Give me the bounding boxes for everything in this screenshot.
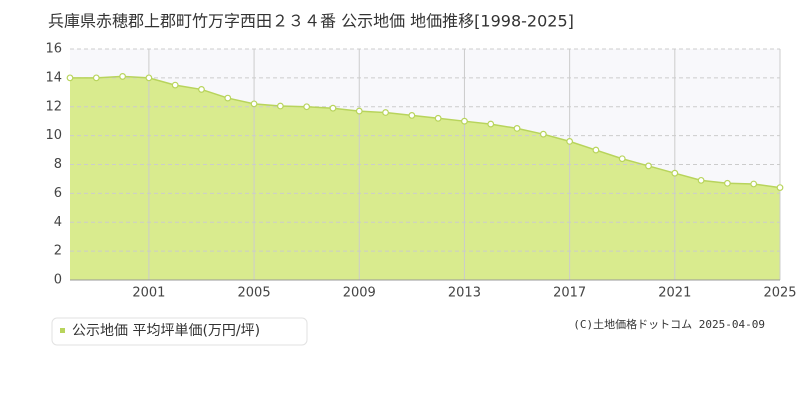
y-tick-label: 10: [45, 128, 62, 143]
point: [382, 109, 389, 116]
x-tick-label: 2013: [448, 286, 481, 301]
point: [750, 180, 758, 188]
point: [250, 100, 258, 108]
point: [276, 102, 284, 110]
point: [776, 184, 784, 192]
point: [329, 104, 337, 112]
x-tick-label: 2025: [763, 286, 796, 301]
point: [566, 137, 574, 145]
point: [145, 74, 153, 82]
y-tick-label: 8: [54, 157, 62, 172]
point: [618, 155, 626, 163]
x-tick-label: 2009: [343, 286, 376, 301]
point: [487, 120, 495, 128]
point: [355, 107, 363, 115]
legend-marker: [60, 328, 65, 333]
point: [66, 74, 74, 82]
x-tick-label: 2017: [553, 286, 586, 301]
point: [171, 81, 179, 89]
point: [724, 179, 731, 187]
line: [70, 75, 781, 189]
x-tick-label: 2005: [238, 286, 271, 301]
point: [671, 169, 679, 177]
x-tick-label: 2021: [658, 286, 691, 301]
point: [224, 94, 232, 102]
y-tick-label: 16: [45, 42, 62, 57]
point: [434, 114, 442, 122]
area: [70, 76, 780, 281]
legend-label: 公示地価 平均坪単価(万円/坪): [72, 323, 260, 339]
point: [645, 162, 652, 170]
point: [119, 73, 126, 80]
x-tick-label: 2001: [132, 286, 165, 301]
y-tick-label: 0: [54, 273, 62, 288]
y-tick-label: 6: [54, 186, 62, 201]
point: [539, 130, 547, 138]
point: [303, 103, 311, 111]
point: [461, 117, 468, 125]
point: [513, 125, 521, 132]
point: [92, 74, 100, 82]
point: [592, 146, 600, 154]
point: [697, 176, 705, 184]
point: [408, 112, 416, 119]
point: [198, 86, 205, 93]
legend-box: [51, 317, 308, 346]
chart-title: 兵庫県赤穂郡上郡町竹万字西田２３４番 公示地価 地価推移[1998-2025]: [48, 12, 574, 31]
y-tick-label: 4: [54, 215, 62, 230]
y-tick-label: 12: [45, 99, 62, 114]
y-tick-label: 2: [54, 244, 62, 259]
copyright: (C)土地価格ドットコム 2025-04-09: [573, 317, 765, 331]
y-tick-label: 14: [45, 70, 62, 85]
